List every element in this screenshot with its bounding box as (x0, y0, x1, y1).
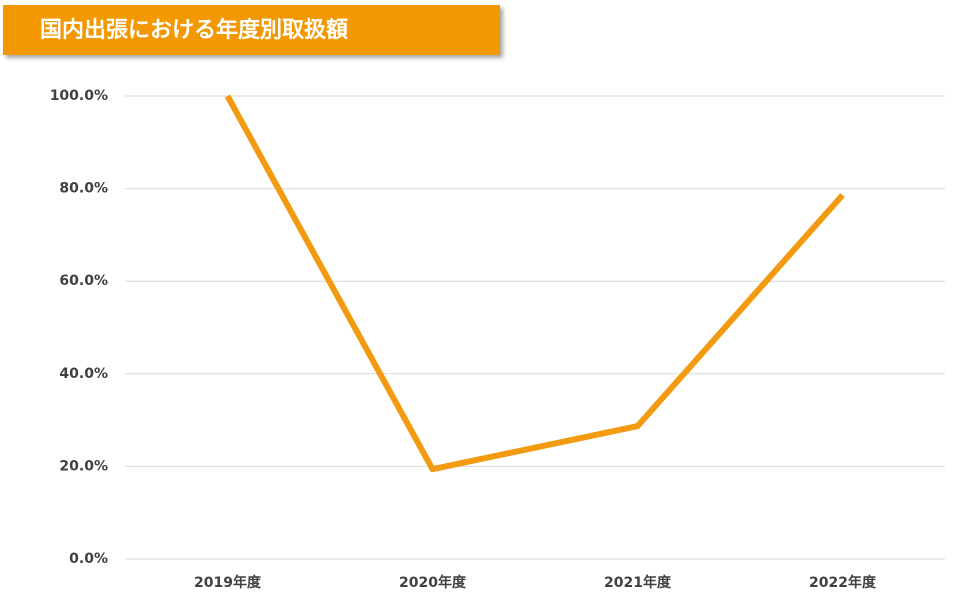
title-box (3, 5, 500, 55)
x-tick-label: 2022年度 (809, 574, 877, 591)
data-line (224, 94, 845, 473)
x-tick-label: 2019年度 (194, 574, 262, 591)
y-tick-label: 20.0% (59, 458, 108, 474)
chart-title: 国内出張における年度別取扱額 (40, 17, 348, 43)
x-tick-label: 2020年度 (399, 574, 467, 591)
x-tick-label: 2021年度 (604, 574, 672, 591)
y-tick-label: 0.0% (69, 551, 108, 567)
y-tick-label: 80.0% (59, 181, 108, 197)
y-tick-label: 60.0% (59, 273, 108, 289)
y-tick-label: 40.0% (59, 366, 108, 382)
y-tick-label: 100.0% (50, 88, 108, 104)
